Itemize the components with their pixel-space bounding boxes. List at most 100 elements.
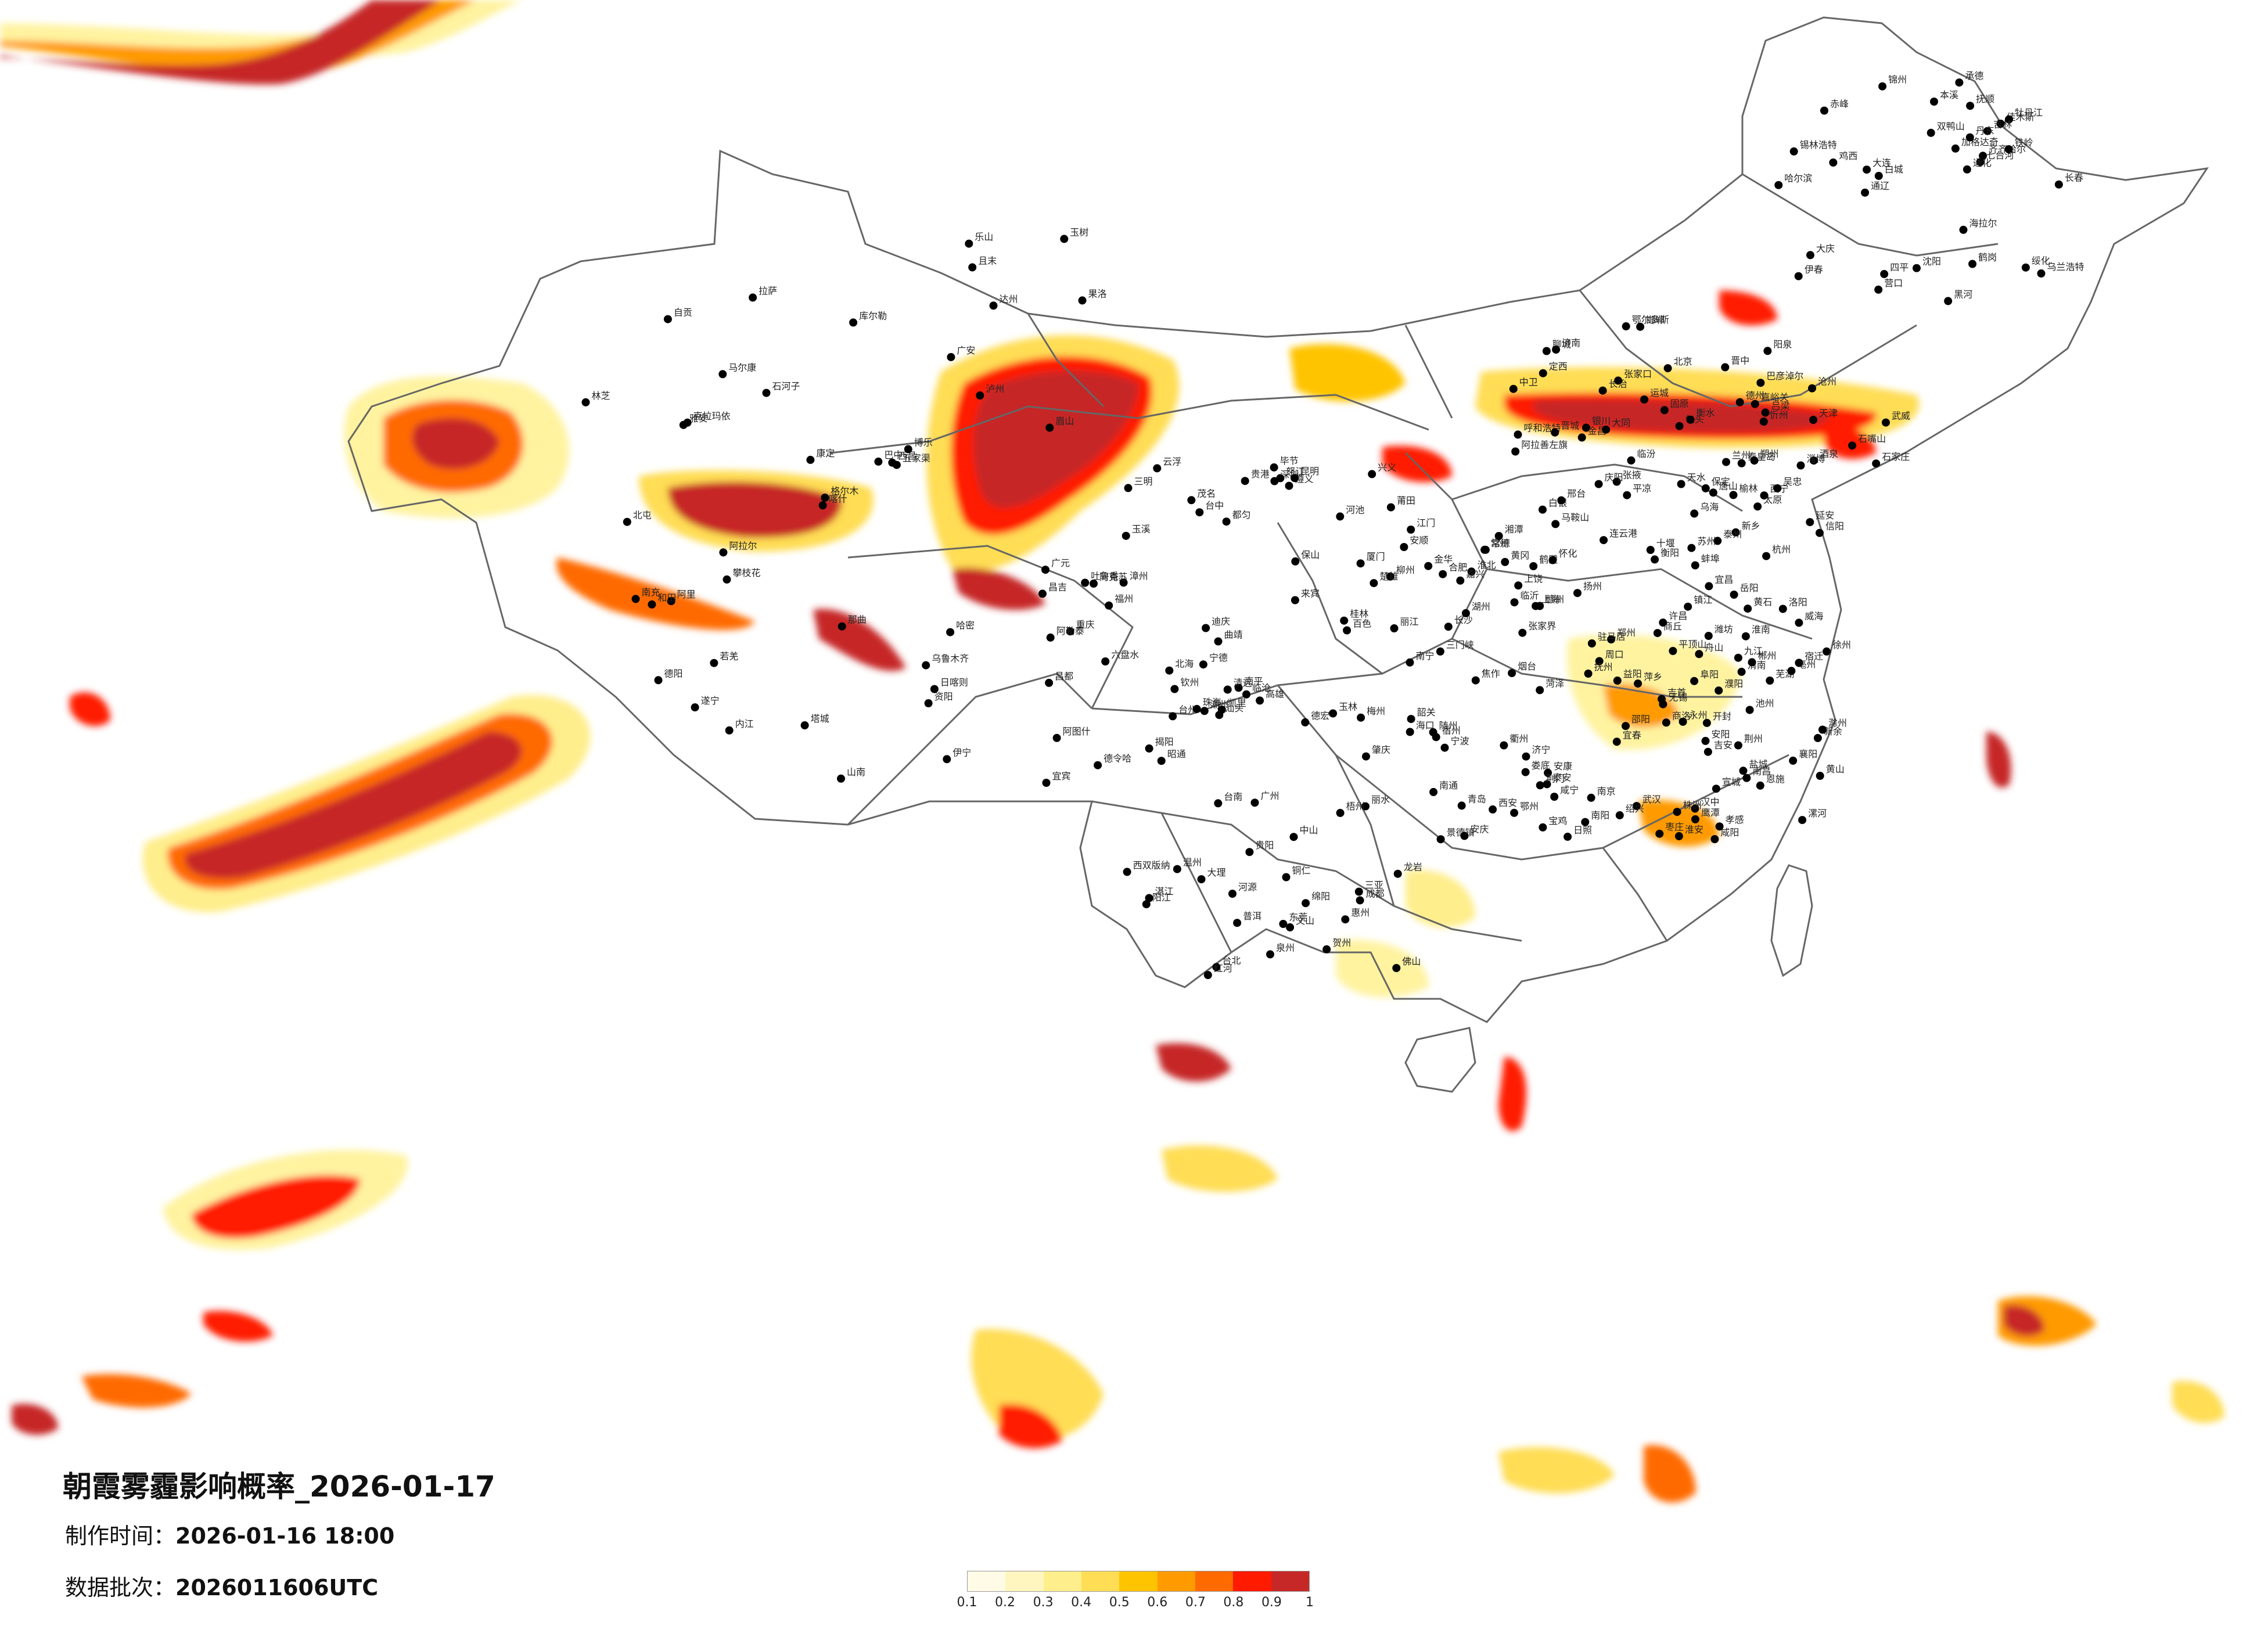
city-label: 潍坊	[1715, 624, 1733, 635]
legend-tick-label: 0.8	[1223, 1595, 1244, 1610]
city-dot	[1279, 920, 1288, 928]
legend-swatch	[1195, 1571, 1234, 1591]
city-marker: 茂名	[1187, 488, 1216, 505]
city-dot	[1702, 718, 1711, 727]
city-marker: 金昌	[1577, 425, 1606, 442]
city-label: 宿州	[1442, 725, 1461, 736]
city-label: 大理	[1207, 867, 1226, 878]
city-marker: 沧州	[1808, 376, 1836, 393]
city-marker: 十堰	[1646, 538, 1675, 554]
city-dot	[1536, 781, 1544, 790]
city-marker: 文山	[1286, 915, 1314, 931]
city-dot	[1640, 395, 1649, 404]
city-label: 咸阳	[1720, 827, 1739, 838]
city-label: 湘潭	[1505, 524, 1523, 535]
city-dot	[1976, 158, 1985, 167]
city-marker: 太原	[1753, 494, 1782, 511]
city-marker: 郑州	[1607, 627, 1636, 643]
city-label: 佳木斯	[2007, 111, 2035, 123]
city-dot	[1539, 823, 1547, 832]
city-label: 雅安	[689, 413, 708, 424]
city-marker: 鹰潭	[1691, 807, 1720, 823]
city-marker: 张家口	[1614, 368, 1652, 385]
city-dot	[691, 703, 699, 712]
city-marker: 马鞍山	[1551, 512, 1589, 528]
city-dot	[1823, 647, 1831, 656]
city-dot	[1145, 894, 1153, 902]
city-dot	[1461, 609, 1470, 617]
city-label: 银川	[1592, 416, 1611, 427]
legend-tick-label: 0.9	[1261, 1595, 1282, 1610]
city-dot	[930, 685, 939, 693]
city-marker: 怒江	[1276, 466, 1304, 483]
city-marker: 格尔木	[821, 485, 858, 502]
city-marker: 天水	[1677, 472, 1706, 488]
city-dot	[1543, 780, 1551, 789]
city-marker: 银川	[1582, 416, 1611, 432]
city-dot	[1551, 428, 1559, 437]
city-dot	[1170, 685, 1179, 693]
city-label: 天津	[1819, 408, 1838, 419]
city-label: 东莞	[1289, 912, 1307, 923]
city-dot	[1285, 481, 1293, 490]
city-dot	[1660, 406, 1669, 415]
city-label: 塔城	[811, 713, 829, 724]
city-label: 林芝	[592, 390, 610, 401]
city-marker: 都匀	[1222, 509, 1251, 526]
city-label: 哈尔滨	[1784, 173, 1812, 184]
city-label: 襄阳	[1799, 749, 1817, 760]
city-marker: 荆门	[1536, 773, 1565, 790]
city-label: 且末	[978, 255, 997, 266]
city-marker: 巴中	[874, 449, 903, 466]
city-label: 锦州	[1888, 74, 1907, 85]
city-marker: 常州	[1480, 538, 1509, 554]
city-label: 云浮	[1163, 456, 1181, 467]
city-dot	[1602, 425, 1611, 434]
city-label: 台中	[1205, 500, 1224, 511]
city-dot	[1705, 582, 1713, 591]
city-marker: 徐州	[1823, 639, 1851, 656]
city-dot	[1480, 545, 1489, 554]
city-dot	[1124, 484, 1133, 492]
city-marker: 安康	[1544, 761, 1572, 777]
city-label: 本溪	[1940, 89, 1958, 100]
city-marker: 宣城	[1712, 776, 1741, 793]
legend-color-bar	[967, 1571, 1310, 1592]
city-dot	[1731, 528, 1740, 537]
city-dot	[1169, 712, 1177, 721]
city-label: 安庆	[1471, 823, 1489, 834]
probability-raster	[0, 0, 2224, 1503]
city-dot	[1959, 225, 1968, 234]
city-dot	[1536, 686, 1544, 695]
city-label: 资阳	[934, 691, 953, 702]
city-dot	[1041, 566, 1049, 574]
city-dot	[667, 597, 675, 606]
city-label: 新乡	[1742, 520, 1760, 531]
city-label: 忻州	[1770, 409, 1788, 420]
city-label: 株洲	[1683, 800, 1702, 811]
city-marker: 嘉兴	[1456, 569, 1485, 585]
city-label: 南昌	[1752, 766, 1771, 777]
city-marker: 德宏	[1301, 710, 1329, 726]
city-marker: 台州	[1169, 704, 1197, 721]
city-marker: 延安	[1806, 510, 1834, 527]
city-marker: 衡水	[1686, 408, 1715, 424]
city-marker: 福州	[1105, 593, 1133, 610]
city-marker: 海拉尔	[1959, 218, 1997, 234]
city-dot	[1882, 418, 1890, 427]
city-label: 柳州	[1396, 564, 1415, 575]
city-label: 晋中	[1731, 355, 1749, 366]
city-marker: 孝感	[1715, 814, 1744, 831]
city-marker: 信阳	[1816, 521, 1844, 537]
city-marker: 兰州	[1722, 450, 1751, 466]
city-marker: 中卫	[1509, 377, 1538, 393]
city-dot	[1789, 756, 1798, 765]
city-label: 安顺	[1410, 535, 1428, 546]
city-label: 焦作	[1482, 668, 1500, 679]
city-dot	[1429, 787, 1438, 796]
city-label: 宣城	[1722, 776, 1741, 787]
city-label: 太原	[1763, 494, 1782, 505]
city-label: 钦州	[1180, 677, 1199, 688]
city-label: 若羌	[720, 651, 738, 662]
city-marker: 长春	[2054, 172, 2083, 189]
